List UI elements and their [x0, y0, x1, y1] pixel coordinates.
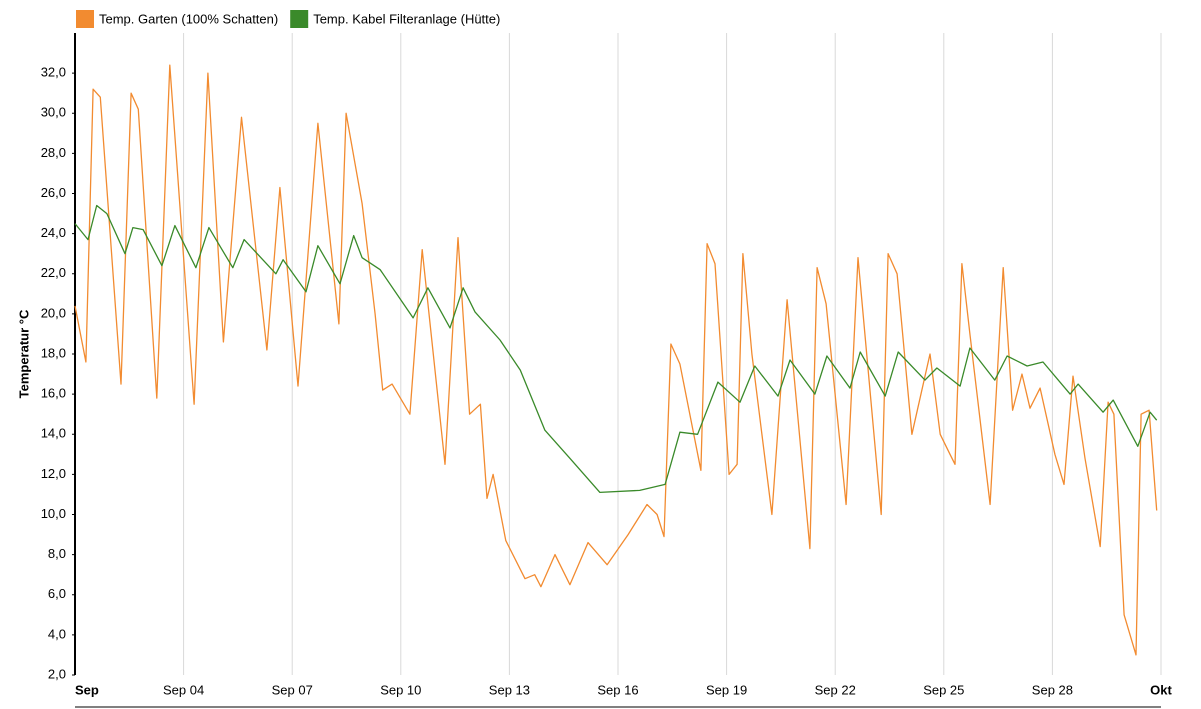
- y-tick-label: 18,0: [41, 345, 66, 360]
- y-tick-label: 4,0: [48, 626, 66, 641]
- x-tick-label: Sep: [75, 682, 99, 697]
- y-tick-label: 20,0: [41, 305, 66, 320]
- y-tick-label: 2,0: [48, 666, 66, 681]
- y-tick-label: 28,0: [41, 145, 66, 160]
- y-axis-label: Temperatur °C: [16, 309, 31, 398]
- y-tick-label: 10,0: [41, 506, 66, 521]
- y-tick-label: 30,0: [41, 105, 66, 120]
- x-tick-label: Sep 04: [163, 682, 204, 697]
- y-tick-label: 32,0: [41, 65, 66, 80]
- x-tick-label: Sep 22: [815, 682, 856, 697]
- y-tick-label: 22,0: [41, 265, 66, 280]
- x-tick-label: Sep 19: [706, 682, 747, 697]
- y-tick-label: 6,0: [48, 586, 66, 601]
- legend-swatch: [76, 10, 94, 28]
- x-tick-label: Sep 25: [923, 682, 964, 697]
- legend-label: Temp. Kabel Filteranlage (Hütte): [313, 11, 500, 26]
- x-tick-label: Sep 10: [380, 682, 421, 697]
- x-tick-label: Sep 16: [597, 682, 638, 697]
- series-line: [74, 64, 1158, 656]
- y-tick-label: 24,0: [41, 225, 66, 240]
- y-tick-label: 26,0: [41, 185, 66, 200]
- legend-swatch: [290, 10, 309, 28]
- y-tick-label: 8,0: [48, 546, 66, 561]
- x-tick-label: Sep 07: [272, 682, 313, 697]
- x-tick-label: Sep 28: [1032, 682, 1073, 697]
- y-tick-label: 16,0: [41, 386, 66, 401]
- series-line: [74, 204, 1158, 494]
- y-tick-label: 14,0: [41, 426, 66, 441]
- y-tick-label: 12,0: [41, 466, 66, 481]
- x-tick-label: Sep 13: [489, 682, 530, 697]
- x-tick-label: Okt: [1150, 682, 1172, 697]
- legend-label: Temp. Garten (100% Schatten): [99, 11, 278, 26]
